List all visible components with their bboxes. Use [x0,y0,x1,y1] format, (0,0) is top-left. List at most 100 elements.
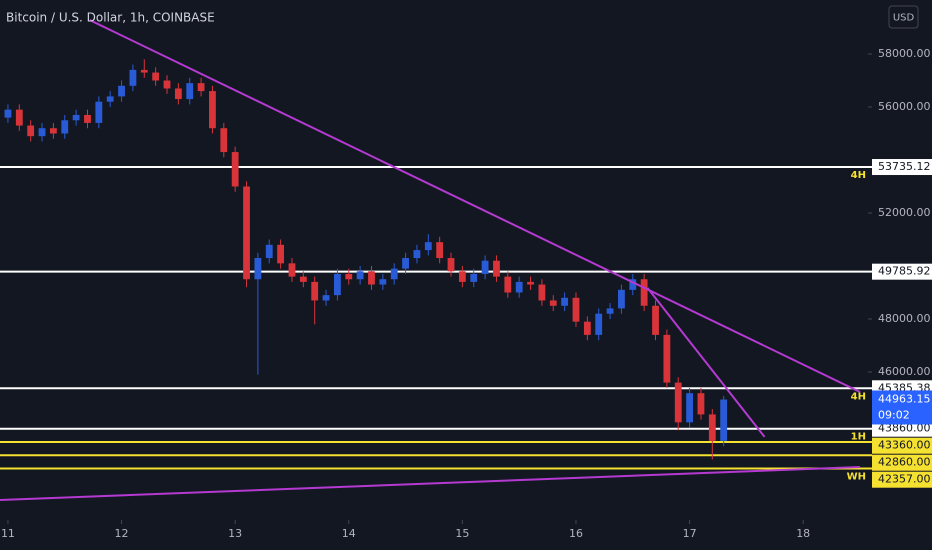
y-tick-label: 48000.00 [878,312,931,325]
candle-body [322,295,330,301]
candle-body [265,244,273,259]
level-label: 43360.00 [878,439,931,452]
candle-body [640,279,648,306]
candle-body [174,88,182,100]
candle-body [163,80,171,89]
candle-body [481,260,489,274]
candle-body [356,271,364,280]
candle-body [720,399,728,441]
candle-body [38,128,46,137]
level-label: 49785.92 [878,265,931,278]
trendline [0,466,861,501]
candle-body [368,271,375,285]
plot-area [0,19,872,501]
candle-body [686,393,693,423]
level-label: 53735.12 [878,160,931,173]
candle-body [27,125,35,137]
last-price-label: 44963.15 [878,392,931,405]
candle-body [84,114,91,123]
candle-body [470,273,478,282]
chart-title: Bitcoin / U.S. Dollar, 1h, COINBASE [6,11,215,25]
candle-body [288,263,296,277]
candle-body [447,258,455,272]
candle-body [72,114,80,121]
candle-body [402,258,409,269]
candle-body [334,273,341,296]
level-tag: 4H [851,170,866,181]
candle-body [515,281,523,293]
countdown-label: 09:02 [878,408,910,421]
y-tick-label: 52000.00 [878,206,931,219]
level-tag: 1H [851,432,866,443]
candle-body [663,334,671,383]
x-tick-label: 16 [569,527,583,540]
candle-body [243,186,250,280]
candle-body [231,152,239,187]
candle-body [390,268,398,280]
candle-body [106,96,114,102]
x-tick-label: 14 [342,527,356,540]
candle-body [345,273,353,280]
candle-body [379,279,387,285]
y-tick-label: 58000.00 [878,47,931,60]
candle-body [424,242,432,251]
level-label-box [872,437,932,454]
x-tick-label: 12 [115,527,129,540]
level-label: 42357.00 [878,473,931,486]
candle-body [458,271,466,282]
x-axis-area [0,520,932,550]
level-tag: 4H [851,391,866,402]
level-tag: WH [847,472,866,483]
candle-body [49,128,57,134]
candle-body [561,297,569,306]
level-label-box [872,159,932,176]
candle-body [197,83,205,92]
candle-body [674,382,682,423]
candle-body [220,128,228,153]
corner-box [872,520,932,550]
y-tick-label: 46000.00 [878,365,931,378]
x-tick-label: 11 [1,527,15,540]
candle-body [4,109,12,118]
level-label-box [872,263,932,280]
candle-body [61,120,69,134]
candle-body [413,250,421,259]
candle-body [629,279,637,290]
candle-body [652,305,659,335]
level-label: 43860.00 [878,422,931,435]
candle-body [493,260,500,277]
candle-body [140,69,148,73]
level-label-box [872,471,932,488]
candle-body [95,101,103,123]
level-label-box [872,420,932,437]
candle-body [277,244,285,264]
candle-body [436,242,444,259]
level-label-box [872,454,932,471]
candle-body [504,276,512,293]
candle-body [606,308,614,314]
level-label: 42860.00 [878,456,931,469]
x-tick-label: 18 [796,527,810,540]
candle-body [15,109,23,126]
candle-body [697,393,705,415]
candle-body [708,414,716,441]
candle-body [538,284,546,301]
x-tick-label: 15 [455,527,469,540]
candle-body [572,297,580,322]
candle-body [118,85,125,97]
candle-body [186,83,194,100]
x-tick-label: 17 [683,527,697,540]
candle-body [583,321,591,335]
candle-body [311,281,319,301]
trendline [89,19,861,393]
last-price-box [872,390,932,425]
candle-body [595,313,603,335]
trendline [646,287,766,438]
currency-label[interactable]: USD [893,13,915,24]
candle-body [527,281,534,285]
candle-body [549,300,557,306]
candle-body [129,69,137,86]
currency-button[interactable] [888,5,919,29]
